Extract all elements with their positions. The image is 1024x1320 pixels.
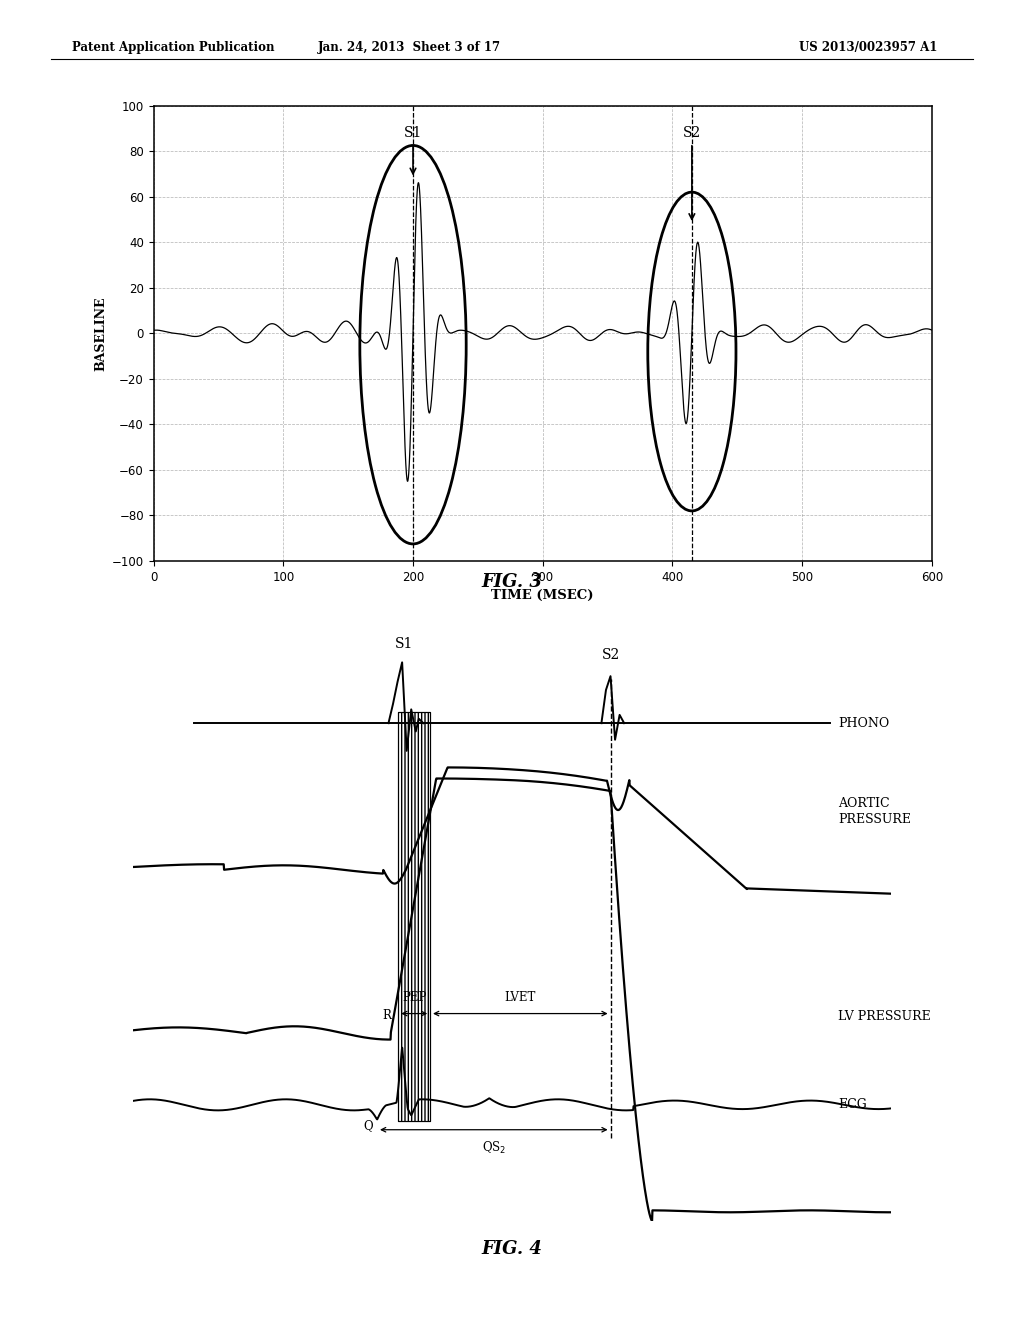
Text: LVET: LVET (505, 990, 536, 1003)
Text: QS$_2$: QS$_2$ (481, 1139, 506, 1156)
Y-axis label: BASELINE: BASELINE (94, 296, 108, 371)
Text: PEP: PEP (402, 990, 426, 1003)
Text: S1: S1 (403, 127, 422, 174)
X-axis label: TIME (MSEC): TIME (MSEC) (492, 589, 594, 602)
Text: Patent Application Publication: Patent Application Publication (72, 41, 274, 54)
Text: Q: Q (364, 1118, 374, 1131)
Text: FIG. 4: FIG. 4 (481, 1239, 543, 1258)
Text: LV PRESSURE: LV PRESSURE (838, 1010, 931, 1023)
Text: ECG: ECG (838, 1098, 866, 1111)
Text: S2: S2 (601, 648, 620, 663)
Text: S2: S2 (683, 127, 701, 219)
Text: US 2013/0023957 A1: US 2013/0023957 A1 (799, 41, 937, 54)
Text: Jan. 24, 2013  Sheet 3 of 17: Jan. 24, 2013 Sheet 3 of 17 (318, 41, 501, 54)
Text: FIG. 3: FIG. 3 (481, 573, 543, 591)
Text: S1: S1 (395, 638, 414, 651)
Bar (398, 711, 430, 1122)
Bar (398, 711, 430, 1122)
Text: PHONO: PHONO (838, 717, 889, 730)
Text: AORTIC
PRESSURE: AORTIC PRESSURE (838, 797, 910, 826)
Text: R: R (382, 1008, 391, 1022)
